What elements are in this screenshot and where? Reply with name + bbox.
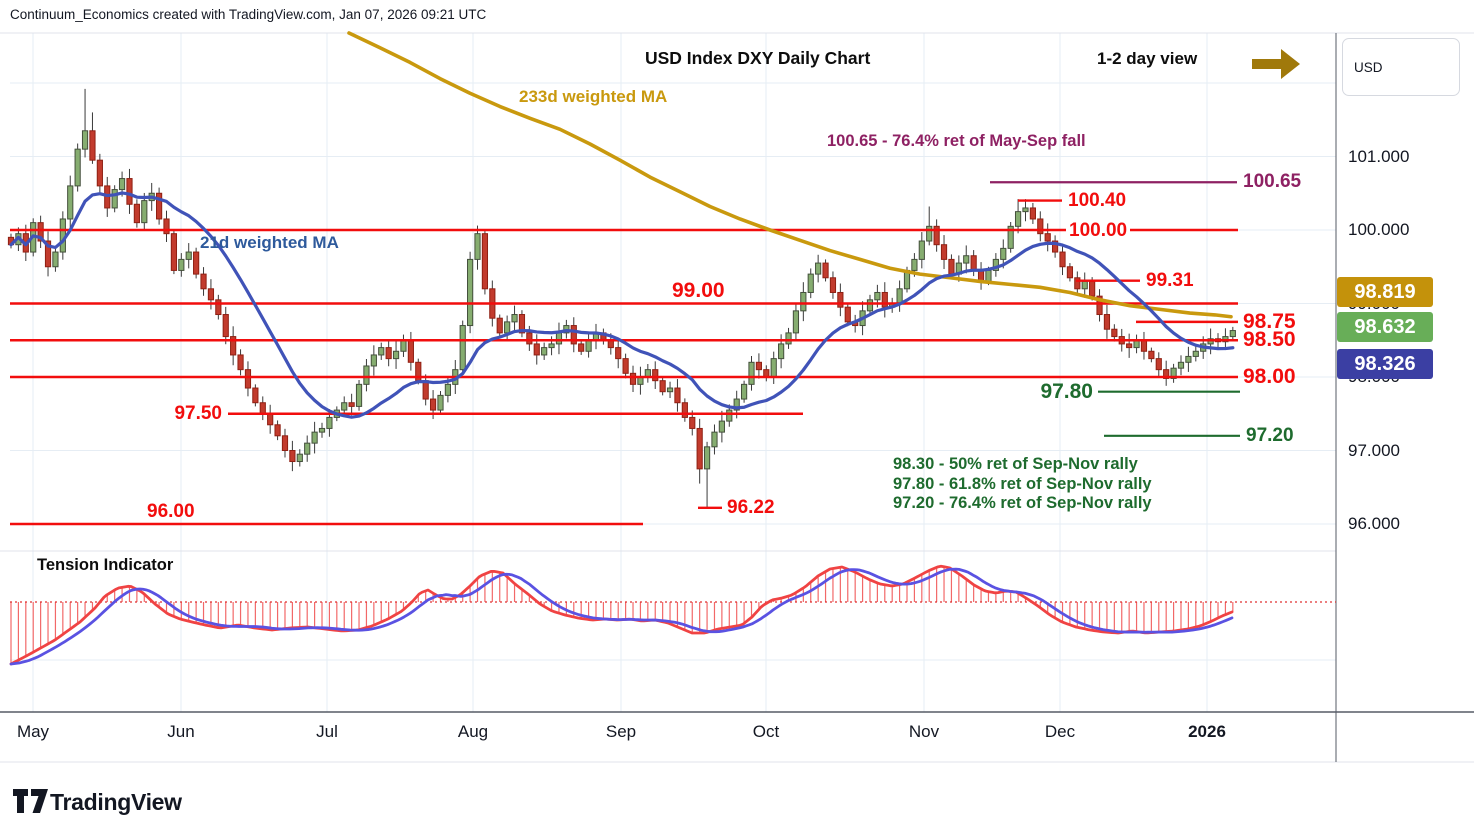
- symbol-label: USD: [1354, 60, 1383, 75]
- price-badge-ma21: 98.326: [1337, 349, 1433, 379]
- level-label-96.00: 96.00: [147, 501, 195, 522]
- tradingview-logo-icon: [13, 789, 48, 813]
- price-tick-100.000: 100.000: [1348, 220, 1410, 239]
- price-badge-last: 98.632: [1337, 312, 1433, 342]
- time-tick-Oct: Oct: [752, 722, 780, 741]
- level-label-100.65: 100.65: [1243, 171, 1302, 193]
- price-tick-97.000: 97.000: [1348, 440, 1400, 460]
- ma-21d-line: [9, 191, 1235, 419]
- symbol-box[interactable]: USD: [1342, 38, 1460, 96]
- view-note: 1-2 day view: [1097, 49, 1198, 68]
- candlestick-series: [7, 88, 1236, 508]
- key-levels: [10, 181, 1240, 526]
- annotation-sep-nov-1: 98.30 - 50% ret of Sep-Nov rally: [893, 455, 1138, 473]
- level-label-98.00: 98.00: [1243, 365, 1296, 389]
- tension-indicator-pane: [9, 564, 1336, 666]
- level-label-98.75: 98.75: [1243, 309, 1296, 333]
- annotation-may-sep: 100.65 - 76.4% ret of May-Sep fall: [827, 132, 1086, 150]
- price-tick-96.000: 96.000: [1348, 514, 1400, 533]
- level-label-97.20: 97.20: [1246, 424, 1294, 446]
- level-label-96.22: 96.22: [727, 496, 775, 518]
- time-tick-Jul: Jul: [316, 722, 338, 741]
- level-label-99.00: 99.00: [672, 278, 725, 302]
- level-label-100.00: 100.00: [1066, 220, 1131, 242]
- level-label-100.40: 100.40: [1068, 189, 1127, 211]
- time-tick-2026: 2026: [1188, 722, 1226, 741]
- right-arrow-icon: [1252, 49, 1300, 79]
- price-tick-101.000: 101.000: [1348, 146, 1410, 166]
- time-tick-Nov: Nov: [908, 722, 940, 741]
- chart-title: USD Index DXY Daily Chart: [645, 48, 871, 68]
- time-tick-Aug: Aug: [457, 722, 489, 741]
- ma-233d-line: [347, 31, 1233, 319]
- credit-line: Continuum_Economics created with Trading…: [10, 7, 487, 22]
- ma233-label: 233d weighted MA: [519, 87, 668, 106]
- level-label-97.80: 97.80: [1040, 379, 1093, 403]
- annotation-sep-nov-2: 97.80 - 61.8% ret of Sep-Nov rally: [893, 474, 1152, 493]
- ma21-label: 21d weighted MA: [200, 233, 339, 252]
- time-tick-Jun: Jun: [167, 722, 195, 741]
- annotation-sep-nov-3: 97.20 - 76.4% ret of Sep-Nov rally: [893, 494, 1152, 512]
- level-label-97.50: 97.50: [174, 402, 222, 424]
- time-tick-Sep: Sep: [605, 722, 637, 741]
- annotation-sep-nov-block: 98.30 - 50% ret of Sep-Nov rally 97.80 -…: [893, 455, 1152, 514]
- time-tick-Dec: Dec: [1044, 722, 1076, 741]
- level-label-99.31: 99.31: [1146, 269, 1194, 291]
- time-tick-May: May: [16, 722, 50, 741]
- pane-borders: [0, 32, 1474, 763]
- tension-indicator-title: Tension Indicator: [37, 556, 174, 574]
- level-label-98.50: 98.50: [1243, 328, 1296, 352]
- tradingview-brand-text: TradingView: [50, 789, 182, 815]
- price-badge-ma233: 98.819: [1337, 277, 1433, 307]
